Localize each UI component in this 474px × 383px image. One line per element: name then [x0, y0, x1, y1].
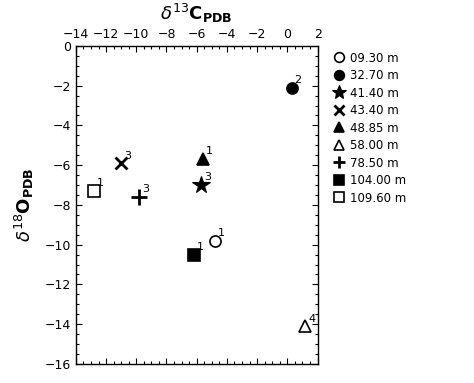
- Text: 2: 2: [295, 75, 302, 85]
- Text: 1: 1: [218, 228, 225, 238]
- Text: 1: 1: [205, 146, 212, 156]
- Y-axis label: $\delta^{18}\mathbf{O}_{\mathbf{PDB}}$: $\delta^{18}\mathbf{O}_{\mathbf{PDB}}$: [13, 168, 36, 242]
- Text: 4: 4: [308, 314, 315, 324]
- Text: 1: 1: [97, 178, 104, 188]
- Text: 3: 3: [124, 151, 131, 161]
- Text: 1: 1: [196, 242, 203, 252]
- Legend: 09.30 m, 32.70 m, 41.40 m, 43.40 m, 48.85 m, 58.00 m, 78.50 m, 104.00 m, 109.60 : 09.30 m, 32.70 m, 41.40 m, 43.40 m, 48.8…: [333, 52, 406, 205]
- Text: 3: 3: [204, 172, 211, 182]
- X-axis label: $\delta^{13}\mathbf{C}_{\mathbf{PDB}}$: $\delta^{13}\mathbf{C}_{\mathbf{PDB}}$: [160, 2, 233, 25]
- Text: 3: 3: [142, 184, 149, 194]
